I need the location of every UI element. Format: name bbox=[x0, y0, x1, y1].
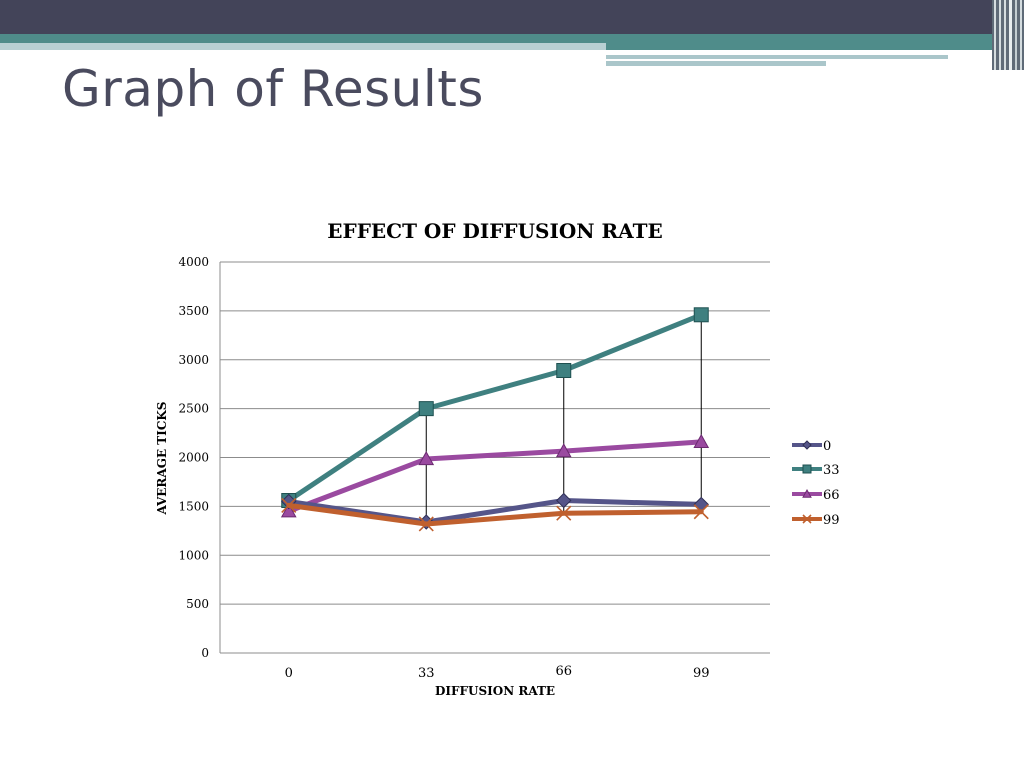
series-99-x-marker bbox=[556, 505, 572, 521]
header-accent-band bbox=[0, 34, 1024, 43]
series-66-triangle-marker bbox=[280, 503, 297, 518]
y-tick-label: 1500 bbox=[178, 499, 209, 513]
x-tick-label: 99 bbox=[693, 666, 710, 681]
series-line-0 bbox=[286, 498, 704, 525]
series-0-diamond-marker bbox=[556, 492, 572, 509]
y-tick-label: 3000 bbox=[178, 353, 209, 367]
y-tick-label: 1000 bbox=[178, 548, 209, 562]
header-light-band bbox=[0, 43, 606, 50]
series-line-33 bbox=[286, 312, 704, 504]
legend-0-diamond-marker bbox=[802, 440, 812, 450]
legend-label: 33 bbox=[823, 463, 840, 478]
series-33-square-marker bbox=[418, 401, 434, 417]
header-stripe bbox=[606, 50, 1024, 55]
page-title: Graph of Results bbox=[62, 60, 484, 118]
series-line-66 bbox=[286, 439, 704, 514]
legend-33-square-marker bbox=[802, 464, 812, 474]
x-axis-label: DIFFUSION RATE bbox=[435, 684, 555, 698]
series-99-x-marker bbox=[281, 497, 297, 513]
series-66-triangle-marker bbox=[693, 433, 710, 448]
y-tick-label: 0 bbox=[201, 646, 209, 660]
y-axis-label: AVERAGE TICKS bbox=[155, 402, 169, 516]
header-bar bbox=[0, 0, 1024, 34]
x-tick-label: 0 bbox=[285, 666, 293, 681]
series-99-x-marker bbox=[418, 516, 434, 532]
header-stripe bbox=[606, 61, 826, 66]
series-33-square-marker bbox=[556, 363, 572, 379]
header-decoration bbox=[992, 0, 1024, 70]
header-stripe bbox=[606, 55, 948, 59]
series-line-99 bbox=[286, 502, 704, 527]
series-33-square-marker bbox=[693, 307, 709, 323]
y-tick-label: 2500 bbox=[178, 402, 209, 416]
x-tick-label: 33 bbox=[418, 666, 435, 681]
legend-label: 66 bbox=[823, 488, 840, 503]
legend-label: 99 bbox=[823, 513, 840, 528]
y-tick-label: 2000 bbox=[178, 451, 209, 465]
series-66-triangle-marker bbox=[555, 443, 572, 458]
y-tick-label: 4000 bbox=[178, 255, 209, 269]
legend-66-triangle-marker bbox=[802, 488, 812, 498]
legend-label: 0 bbox=[823, 439, 831, 454]
y-tick-label: 500 bbox=[186, 597, 209, 611]
series-66-triangle-marker bbox=[418, 450, 435, 466]
chart-title: EFFECT OF DIFFUSION RATE bbox=[327, 219, 662, 243]
header-accent-band-right bbox=[606, 43, 1024, 50]
y-tick-label: 3500 bbox=[178, 304, 209, 318]
legend-99-x-marker bbox=[802, 514, 812, 524]
x-tick-label: 66 bbox=[555, 664, 572, 679]
series-99-x-marker bbox=[693, 504, 709, 520]
